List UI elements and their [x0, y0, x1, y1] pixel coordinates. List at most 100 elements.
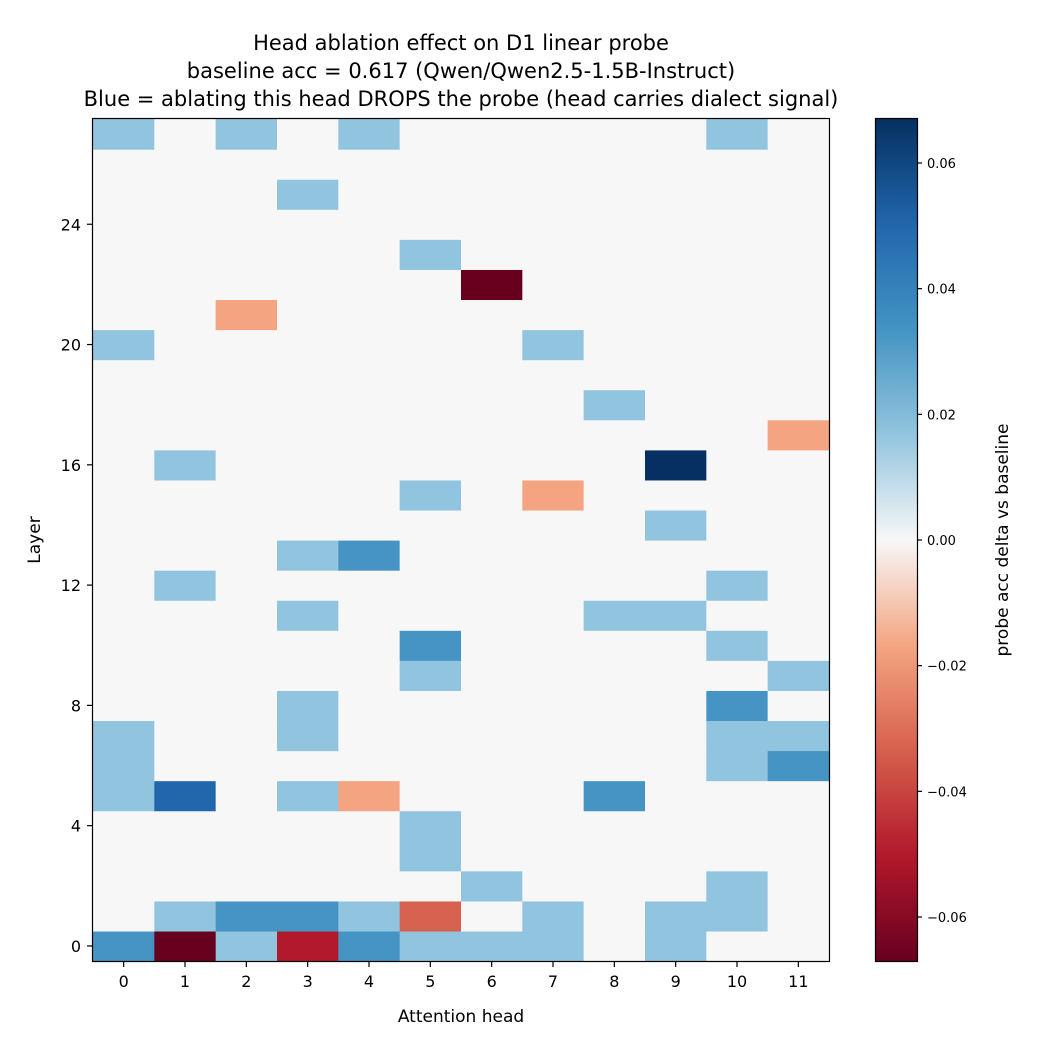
- heatmap-cell-layer-3-head-9: [645, 840, 707, 872]
- heatmap-cell-layer-23-head-4: [338, 239, 401, 270]
- heatmap-cell-layer-10-head-9: [645, 630, 707, 661]
- heatmap-cell-layer-7-head-5: [399, 720, 462, 752]
- heatmap-cell-layer-20-head-10: [706, 329, 769, 361]
- heatmap-cell-layer-19-head-6: [461, 359, 523, 391]
- heatmap-cell-layer-3-head-8: [583, 840, 646, 872]
- heatmap-cell-layer-1-head-2: [215, 900, 278, 932]
- heatmap-cell-layer-13-head-7: [522, 540, 585, 571]
- heatmap-cell-layer-21-head-4: [338, 299, 401, 331]
- heatmap-cell-layer-21-head-10: [706, 299, 769, 331]
- heatmap-cell-layer-10-head-7: [522, 630, 585, 661]
- heatmap-cell-layer-19-head-5: [399, 359, 462, 391]
- heatmap-cell-layer-25-head-9: [645, 179, 707, 210]
- heatmap-cell-layer-13-head-8: [583, 540, 646, 571]
- heatmap-cell-layer-17-head-10: [706, 419, 769, 451]
- chart-title-line-1: Head ablation effect on D1 linear probe: [253, 31, 669, 55]
- heatmap-cell-layer-14-head-11: [767, 509, 830, 541]
- heatmap-cell-layer-8-head-0: [93, 690, 155, 722]
- heatmap-cell-layer-27-head-8: [583, 119, 646, 150]
- heatmap-cell-layer-5-head-10: [706, 780, 769, 812]
- heatmap-cell-layer-11-head-6: [461, 600, 523, 631]
- heatmap-cell-layer-0-head-7: [522, 930, 585, 962]
- heatmap-cell-layer-5-head-6: [461, 780, 523, 812]
- heatmap-cell-layer-3-head-2: [215, 840, 278, 872]
- heatmap-cell-layer-12-head-1: [154, 570, 217, 601]
- x-tick-label: 8: [609, 972, 619, 991]
- heatmap-cell-layer-0-head-3: [277, 930, 339, 962]
- heatmap-cell-layer-15-head-8: [583, 479, 646, 511]
- heatmap-cell-layer-25-head-6: [461, 179, 523, 210]
- heatmap-cell-layer-12-head-0: [93, 570, 155, 601]
- heatmap-cell-layer-7-head-6: [461, 720, 523, 752]
- heatmap-cell-layer-11-head-4: [338, 600, 401, 631]
- heatmap-cell-layer-25-head-1: [154, 179, 217, 210]
- heatmap-cell-layer-8-head-7: [522, 690, 585, 722]
- heatmap-cell-layer-27-head-0: [93, 119, 155, 150]
- y-tick-label: 4: [71, 817, 81, 836]
- heatmap-cell-layer-15-head-11: [767, 479, 830, 511]
- plot-frame: [91, 117, 831, 963]
- heatmap-cell-layer-0-head-0: [93, 930, 155, 962]
- heatmap-cell-layer-6-head-9: [645, 750, 707, 782]
- heatmap-cell-layer-16-head-3: [277, 449, 339, 481]
- colorbar-tick-label: 0.00: [927, 534, 956, 549]
- heatmap-cell-layer-27-head-11: [767, 119, 830, 150]
- heatmap-cell-layer-2-head-9: [645, 870, 707, 902]
- heatmap-cell-layer-22-head-11: [767, 269, 830, 301]
- heatmap-cell-layer-21-head-6: [461, 299, 523, 331]
- colorbar-tick-label: −0.04: [927, 785, 967, 800]
- heatmap-cell-layer-8-head-11: [767, 690, 830, 722]
- heatmap-cell-layer-12-head-9: [645, 570, 707, 601]
- heatmap-cell-layer-22-head-7: [522, 269, 585, 301]
- heatmap-cell-layer-12-head-6: [461, 570, 523, 601]
- heatmap-cell-layer-3-head-11: [767, 840, 830, 872]
- heatmap-cell-layer-3-head-0: [93, 840, 155, 872]
- heatmap-cell-layer-27-head-7: [522, 119, 585, 150]
- heatmap-cell-layer-16-head-9: [645, 449, 707, 481]
- heatmap-cell-layer-21-head-1: [154, 299, 217, 331]
- heatmap-cell-layer-15-head-7: [522, 479, 585, 511]
- heatmap-cell-layer-4-head-3: [277, 810, 339, 842]
- heatmap-cell-layer-6-head-2: [215, 750, 278, 782]
- heatmap-cell-layer-27-head-9: [645, 119, 707, 150]
- heatmap-cell-layer-14-head-1: [154, 509, 217, 541]
- heatmap-cell-layer-10-head-0: [93, 630, 155, 661]
- heatmap-cell-layer-14-head-4: [338, 509, 401, 541]
- heatmap-cell-layer-24-head-0: [93, 209, 155, 240]
- heatmap-cell-layer-9-head-7: [522, 660, 585, 691]
- heatmap-cell-layer-1-head-1: [154, 900, 217, 932]
- heatmap-cell-layer-4-head-0: [93, 810, 155, 842]
- x-tick-label: 11: [788, 972, 808, 991]
- heatmap-cell-layer-9-head-8: [583, 660, 646, 691]
- colorbar-tick-label: 0.02: [927, 408, 956, 423]
- heatmap-cell-layer-19-head-9: [645, 359, 707, 391]
- heatmap-cell-layer-15-head-9: [645, 479, 707, 511]
- heatmap-cell-layer-5-head-11: [767, 780, 830, 812]
- heatmap-cell-layer-3-head-3: [277, 840, 339, 872]
- heatmap-cell-layer-15-head-0: [93, 479, 155, 511]
- heatmap-cell-layer-23-head-8: [583, 239, 646, 270]
- heatmap-cell-layer-9-head-5: [399, 660, 462, 691]
- x-tick-label: 10: [727, 972, 747, 991]
- x-tick-label: 7: [548, 972, 558, 991]
- heatmap-cell-layer-25-head-10: [706, 179, 769, 210]
- heatmap-cell-layer-5-head-0: [93, 780, 155, 812]
- heatmap-cell-layer-2-head-7: [522, 870, 585, 902]
- heatmap-cell-layer-4-head-5: [399, 810, 462, 842]
- heatmap-cell-layer-22-head-9: [645, 269, 707, 301]
- heatmap-cell-layer-17-head-2: [215, 419, 278, 451]
- heatmap-cell-layer-14-head-7: [522, 509, 585, 541]
- heatmap-cell-layer-20-head-1: [154, 329, 217, 361]
- heatmap-cell-layer-9-head-3: [277, 660, 339, 691]
- heatmap-cell-layer-5-head-8: [583, 780, 646, 812]
- heatmap-cell-layer-21-head-5: [399, 299, 462, 331]
- heatmap-cell-layer-14-head-6: [461, 509, 523, 541]
- heatmap-cell-layer-27-head-2: [215, 119, 278, 150]
- heatmap-cell-layer-8-head-2: [215, 690, 278, 722]
- heatmap-cell-layer-0-head-5: [399, 930, 462, 962]
- chart-title: Head ablation effect on D1 linear probe …: [84, 31, 839, 111]
- heatmap-cell-layer-1-head-0: [93, 900, 155, 932]
- heatmap-cell-layer-12-head-7: [522, 570, 585, 601]
- heatmap-cell-layer-3-head-5: [399, 840, 462, 872]
- heatmap-cell-layer-20-head-4: [338, 329, 401, 361]
